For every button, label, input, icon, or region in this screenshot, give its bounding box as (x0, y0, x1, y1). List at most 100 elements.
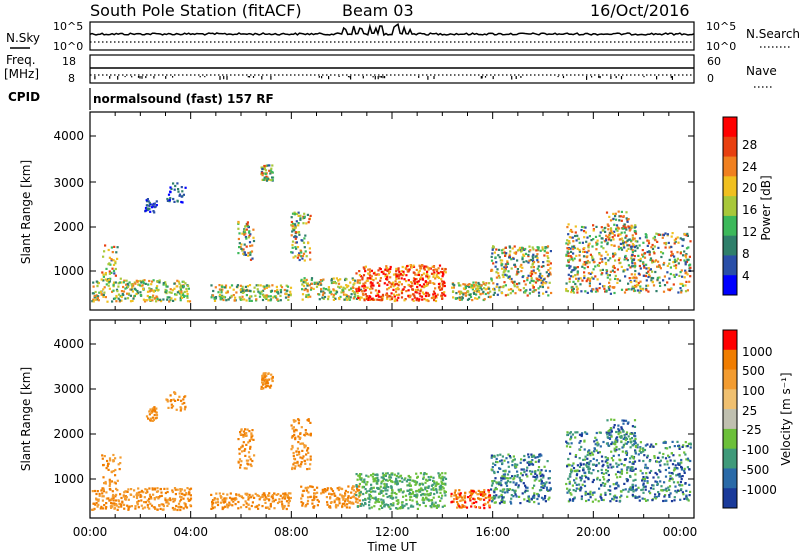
range-cell (421, 291, 424, 294)
range-cell (515, 482, 518, 485)
range-cell (456, 497, 459, 500)
range-cell (228, 496, 232, 499)
range-cell (599, 445, 602, 448)
range-cell (510, 494, 513, 497)
range-cell (513, 245, 516, 248)
range-cell (251, 257, 254, 260)
range-cell (573, 470, 576, 473)
range-cell (270, 373, 273, 376)
range-cell (513, 285, 516, 288)
range-cell (468, 297, 471, 300)
range-cell (683, 471, 686, 474)
range-cell (400, 477, 403, 480)
range-cell (666, 264, 669, 267)
range-cell (487, 295, 490, 298)
range-cell (174, 184, 177, 188)
range-cell (395, 474, 398, 478)
range-cell (371, 496, 374, 499)
range-cell (364, 488, 367, 491)
range-cell (358, 279, 362, 282)
range-cell (372, 477, 375, 480)
range-cell (346, 503, 349, 506)
range-cell (403, 504, 406, 507)
range-cell (297, 222, 300, 225)
range-cell (437, 286, 441, 289)
range-cell (498, 286, 501, 289)
range-cell (531, 470, 534, 473)
range-cell (107, 497, 110, 500)
range-cell (572, 291, 576, 294)
range-cell (491, 466, 494, 469)
range-cell (147, 417, 150, 420)
range-cell (609, 431, 612, 434)
range-cell (292, 426, 295, 429)
range-cell (367, 272, 370, 275)
range-cell (508, 488, 511, 491)
range-cell (536, 476, 539, 479)
range-cell (631, 253, 634, 257)
range-cell (637, 254, 640, 257)
range-cell (261, 166, 264, 169)
range-cell (516, 470, 519, 473)
range-cell (543, 465, 546, 468)
range-cell (327, 295, 330, 298)
range-cell (287, 298, 290, 301)
range-cell (592, 258, 595, 261)
range-cell (338, 499, 341, 502)
range-cell (228, 501, 231, 504)
range-cell (178, 193, 182, 196)
range-cell (303, 444, 306, 447)
range-cell (126, 504, 129, 507)
range-cell (537, 469, 540, 472)
range-cell (615, 448, 618, 451)
range-cell (241, 249, 244, 252)
range-cell (643, 479, 646, 482)
range-cell (521, 275, 524, 279)
range-cell (276, 291, 279, 294)
range-cell (405, 498, 408, 502)
range-cell (570, 291, 573, 294)
range-cell (139, 294, 142, 297)
range-cell (520, 270, 523, 273)
range-cell (105, 506, 108, 509)
range-cell (400, 283, 403, 286)
range-cell (349, 281, 352, 284)
range-cell (247, 226, 250, 229)
range-cell (168, 200, 171, 203)
range-cell (599, 269, 602, 272)
range-cell (623, 246, 626, 249)
range-cell (610, 244, 613, 247)
range-cell (398, 490, 401, 493)
range-cell (210, 284, 213, 287)
range-cell (124, 490, 127, 493)
colorbar-swatch (723, 409, 737, 430)
range-cell (570, 286, 573, 289)
range-cell (681, 484, 684, 487)
range-cell (434, 485, 437, 488)
range-cell (583, 439, 586, 442)
range-cell (624, 254, 627, 258)
range-cell (429, 492, 432, 496)
range-cell (318, 281, 321, 284)
range-cell (575, 277, 578, 280)
range-cell (614, 215, 617, 218)
range-cell (605, 272, 608, 275)
range-cell (591, 255, 594, 258)
range-cell (651, 270, 654, 273)
range-cell (400, 292, 404, 295)
range-cell (620, 468, 623, 471)
range-cell (598, 234, 601, 237)
range-cell (239, 463, 242, 467)
range-cell (312, 287, 315, 290)
range-cell (176, 488, 179, 491)
range-cell (513, 280, 516, 283)
range-cell (601, 268, 604, 271)
range-cell (298, 254, 301, 257)
range-cell (506, 491, 509, 494)
range-cell (222, 492, 225, 495)
range-cell (277, 299, 280, 302)
range-cell (427, 277, 430, 280)
range-cell (584, 231, 587, 234)
range-cell (105, 497, 108, 500)
range-cell (244, 500, 247, 503)
